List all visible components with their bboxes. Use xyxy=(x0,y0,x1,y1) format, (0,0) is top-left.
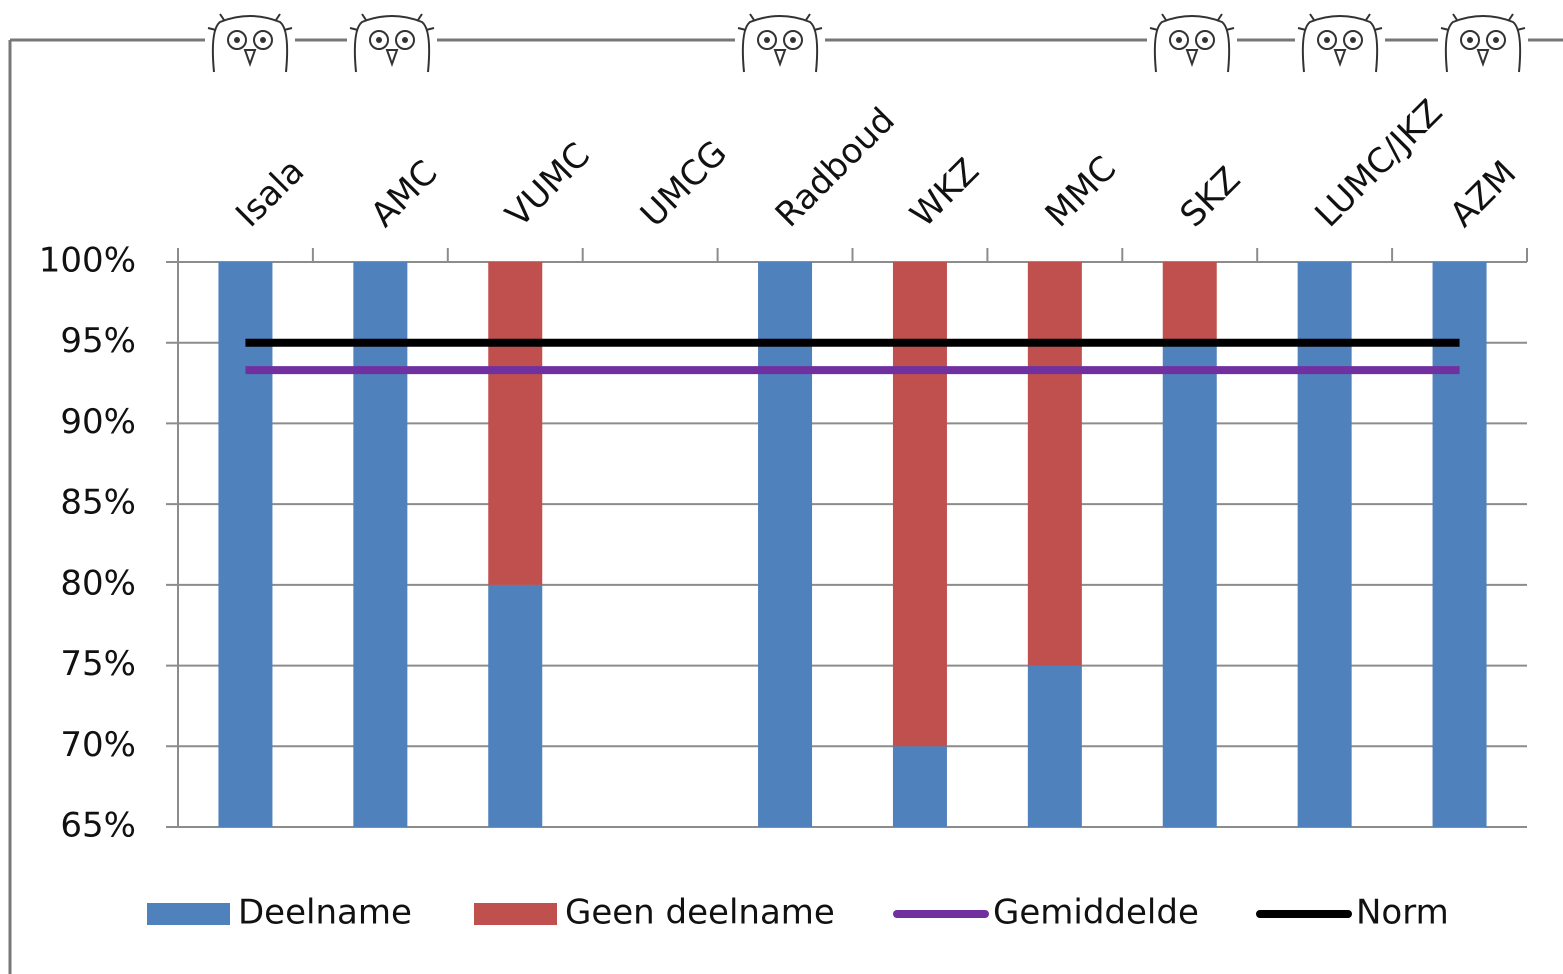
owl-pupil xyxy=(1350,37,1356,43)
legend-label: Norm xyxy=(1356,893,1449,933)
x-tick-label: UMCG xyxy=(633,133,735,235)
owl-beak xyxy=(1476,49,1490,67)
y-tick-label: 70% xyxy=(60,725,136,765)
legend-swatch xyxy=(147,903,230,925)
x-tick-label: LUMC/JKZ xyxy=(1307,92,1450,235)
y-tick-label: 80% xyxy=(60,563,136,603)
owl-eye xyxy=(369,30,389,50)
bar-segment xyxy=(488,584,543,827)
x-tick-label: AZM xyxy=(1442,153,1524,235)
owl-pupil xyxy=(1324,37,1330,43)
legend-swatch xyxy=(474,903,557,925)
owl-rays xyxy=(1297,13,1383,31)
bar-segment xyxy=(488,262,543,585)
bar-segment xyxy=(1027,262,1082,666)
owl-pupil xyxy=(1467,37,1473,43)
owl-eye xyxy=(395,30,415,50)
bar-segment xyxy=(353,262,408,827)
y-tick-label: 90% xyxy=(60,402,136,442)
x-tick-label: Radboud xyxy=(768,100,903,235)
x-tick-label: WKZ xyxy=(903,151,987,235)
owl-rays xyxy=(207,13,293,31)
owl-eye xyxy=(1195,30,1215,50)
bar-segment xyxy=(892,746,947,827)
bar-segment xyxy=(1297,262,1352,827)
owl-rays xyxy=(1440,13,1526,31)
owl-body xyxy=(741,15,819,73)
bar-segment xyxy=(1162,342,1217,827)
owl-eye xyxy=(1343,30,1363,50)
owl-rays xyxy=(737,13,823,31)
legend-label: Geen deelname xyxy=(565,893,835,933)
owl-eye xyxy=(1460,30,1480,50)
owl-eye xyxy=(227,30,247,50)
y-tick-label: 95% xyxy=(60,321,136,361)
owl-eye xyxy=(1169,30,1189,50)
bar-segment xyxy=(218,262,273,827)
y-tick-label: 75% xyxy=(60,644,136,684)
bar-segment xyxy=(758,262,813,827)
bar-segment xyxy=(1432,262,1487,827)
owl-pupil xyxy=(234,37,240,43)
owl-beak xyxy=(243,49,257,67)
y-tick-label: 65% xyxy=(60,806,136,846)
owl-pupil xyxy=(376,37,382,43)
x-tick-label: AMC xyxy=(363,153,445,235)
owl-pupil xyxy=(1202,37,1208,43)
owl-beak xyxy=(385,49,399,67)
x-tick-label: MMC xyxy=(1038,149,1125,236)
x-tick-label: SKZ xyxy=(1173,159,1249,235)
legend-label: Gemiddelde xyxy=(993,893,1199,933)
owl-pupil xyxy=(790,37,796,43)
owl-body xyxy=(1301,15,1379,73)
owl-pupil xyxy=(402,37,408,43)
owl-rays xyxy=(349,13,435,31)
x-tick-label: VUMC xyxy=(498,135,598,235)
owl-pupil xyxy=(260,37,266,43)
owl-icons xyxy=(205,10,1528,73)
owl-body xyxy=(1444,15,1522,73)
owl-eye xyxy=(253,30,273,50)
owl-eye xyxy=(783,30,803,50)
owl-eye xyxy=(757,30,777,50)
bar-segment xyxy=(1162,262,1217,343)
owl-eye xyxy=(1486,30,1506,50)
y-tick-label: 100% xyxy=(39,241,136,281)
x-tick-label: Isala xyxy=(228,151,312,235)
owl-body xyxy=(211,15,289,73)
y-tick-label: 85% xyxy=(60,483,136,523)
bar-segment xyxy=(1027,665,1082,827)
owl-beak xyxy=(1185,49,1199,67)
owl-body xyxy=(1153,15,1231,73)
owl-pupil xyxy=(1493,37,1499,43)
bar-segment xyxy=(892,262,947,747)
owl-beak xyxy=(773,49,787,67)
owl-rays xyxy=(1149,13,1235,31)
legend-label: Deelname xyxy=(238,893,412,933)
owl-eye xyxy=(1317,30,1337,50)
owl-body xyxy=(353,15,431,73)
owl-pupil xyxy=(1176,37,1182,43)
owl-beak xyxy=(1333,49,1347,67)
owl-pupil xyxy=(764,37,770,43)
